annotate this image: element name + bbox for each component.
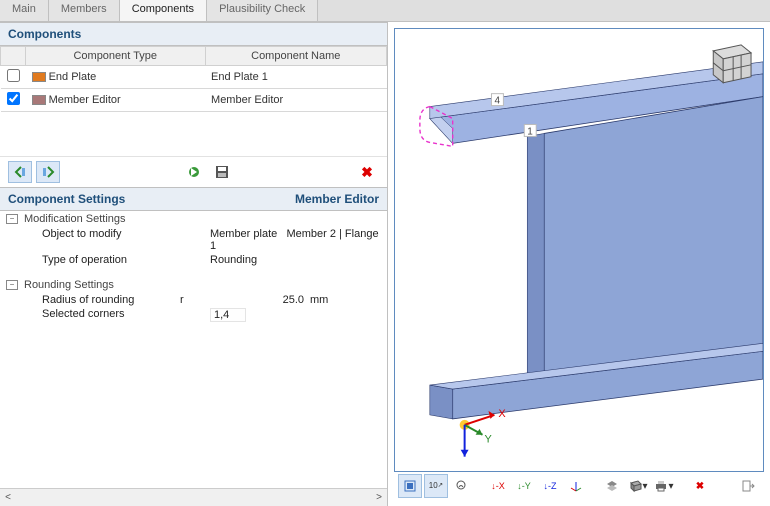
collapse-icon[interactable]: − [6, 214, 18, 224]
row-type: End Plate [49, 71, 97, 83]
layers-button[interactable] [600, 474, 624, 498]
view-y-button[interactable]: ↓‑Y [512, 474, 536, 498]
restore-view-button[interactable] [736, 474, 760, 498]
row-type: Member Editor [49, 94, 121, 106]
tab-members[interactable]: Members [49, 0, 120, 21]
prop-value: Rounding [210, 254, 387, 266]
prop-sym [180, 254, 210, 266]
components-section-header: Components [0, 22, 387, 46]
view-tabs: Main Members Components Plausibility Che… [0, 0, 770, 22]
view-z-button[interactable]: ↓‑Z [538, 474, 562, 498]
settings-context-label: Member Editor [295, 192, 379, 206]
table-row[interactable]: Member Editor Member Editor [1, 89, 387, 112]
svg-text:4: 4 [494, 96, 500, 107]
tab-main[interactable]: Main [0, 0, 49, 21]
move-right-button[interactable] [36, 161, 60, 183]
settings-tree: − Modification Settings Object to modify… [0, 211, 387, 488]
prop-sym [180, 228, 210, 252]
prop-object-to-modify[interactable]: Object to modify Member plate Member 2 |… [0, 227, 387, 253]
prop-symbol: r [180, 294, 210, 306]
beam-render: 4 1 X [395, 29, 763, 457]
horizontal-scrollbar[interactable]: < > [0, 488, 387, 506]
prop-unit: mm [310, 294, 340, 306]
viewport-toolbar: 10↗ ↓‑X ↓‑Y ↓‑Z ▾ ▾ ✖ [394, 472, 764, 500]
prop-value[interactable]: 25.0 [210, 294, 310, 306]
row-checkbox[interactable] [7, 69, 20, 82]
move-left-button[interactable] [8, 161, 32, 183]
view-x-button[interactable]: ↓‑X [486, 474, 510, 498]
group-modification-settings[interactable]: − Modification Settings [0, 211, 387, 227]
perspective-button[interactable] [398, 474, 422, 498]
delete-button[interactable]: ✖ [355, 161, 379, 183]
right-panel: 4 1 X [388, 22, 770, 506]
collapse-icon[interactable]: − [6, 280, 18, 290]
components-toolbar: ✖ [0, 156, 387, 187]
cancel-button[interactable]: ✖ [688, 474, 712, 498]
zoom-window-button[interactable]: 10↗ [424, 474, 448, 498]
prop-label: Selected corners [0, 308, 180, 322]
row-checkbox[interactable] [7, 92, 20, 105]
model-viewport[interactable]: 4 1 X [394, 28, 764, 472]
svg-text:1: 1 [527, 126, 533, 137]
components-title: Components [8, 27, 81, 41]
row-name: Member Editor [205, 89, 386, 112]
save-button[interactable] [210, 161, 234, 183]
prop-label: Object to modify [0, 228, 180, 252]
components-table: Component Type Component Name End Plate … [0, 46, 387, 112]
row-swatch-icon [32, 95, 46, 105]
group-rounding-settings[interactable]: − Rounding Settings [0, 277, 387, 293]
prop-label: Radius of rounding [0, 294, 180, 306]
row-swatch-icon [32, 72, 46, 82]
table-row[interactable]: End Plate End Plate 1 [1, 66, 387, 89]
row-name: End Plate 1 [205, 66, 386, 89]
component-settings-header: Component Settings Member Editor [0, 187, 387, 211]
render-mode-button[interactable]: ▾ [626, 474, 650, 498]
print-button[interactable]: ▾ [652, 474, 676, 498]
prop-label: Type of operation [0, 254, 180, 266]
group-label: Modification Settings [24, 213, 126, 225]
prop-value-input[interactable]: 1,4 [210, 308, 246, 322]
scroll-left-icon[interactable]: < [0, 490, 16, 506]
view-iso-button[interactable] [564, 474, 588, 498]
accept-button[interactable] [182, 161, 206, 183]
prop-sym [180, 308, 210, 322]
prop-value: Member plate [210, 228, 277, 240]
zoom-extents-button[interactable] [450, 474, 474, 498]
prop-type-of-operation[interactable]: Type of operation Rounding [0, 253, 387, 267]
svg-text:X: X [498, 408, 506, 420]
prop-radius[interactable]: Radius of rounding r 25.0 mm [0, 293, 387, 307]
col-component-type[interactable]: Component Type [26, 47, 206, 66]
group-label: Rounding Settings [24, 279, 114, 291]
col-component-name[interactable]: Component Name [205, 47, 386, 66]
prop-selected-corners[interactable]: Selected corners 1,4 [0, 307, 387, 323]
svg-text:Y: Y [485, 434, 493, 446]
tab-plausibility[interactable]: Plausibility Check [207, 0, 318, 21]
left-panel: Components Component Type Component Name… [0, 22, 388, 506]
col-checkbox [1, 47, 26, 66]
tab-components[interactable]: Components [120, 0, 207, 21]
settings-title: Component Settings [8, 192, 125, 206]
scroll-right-icon[interactable]: > [371, 490, 387, 506]
